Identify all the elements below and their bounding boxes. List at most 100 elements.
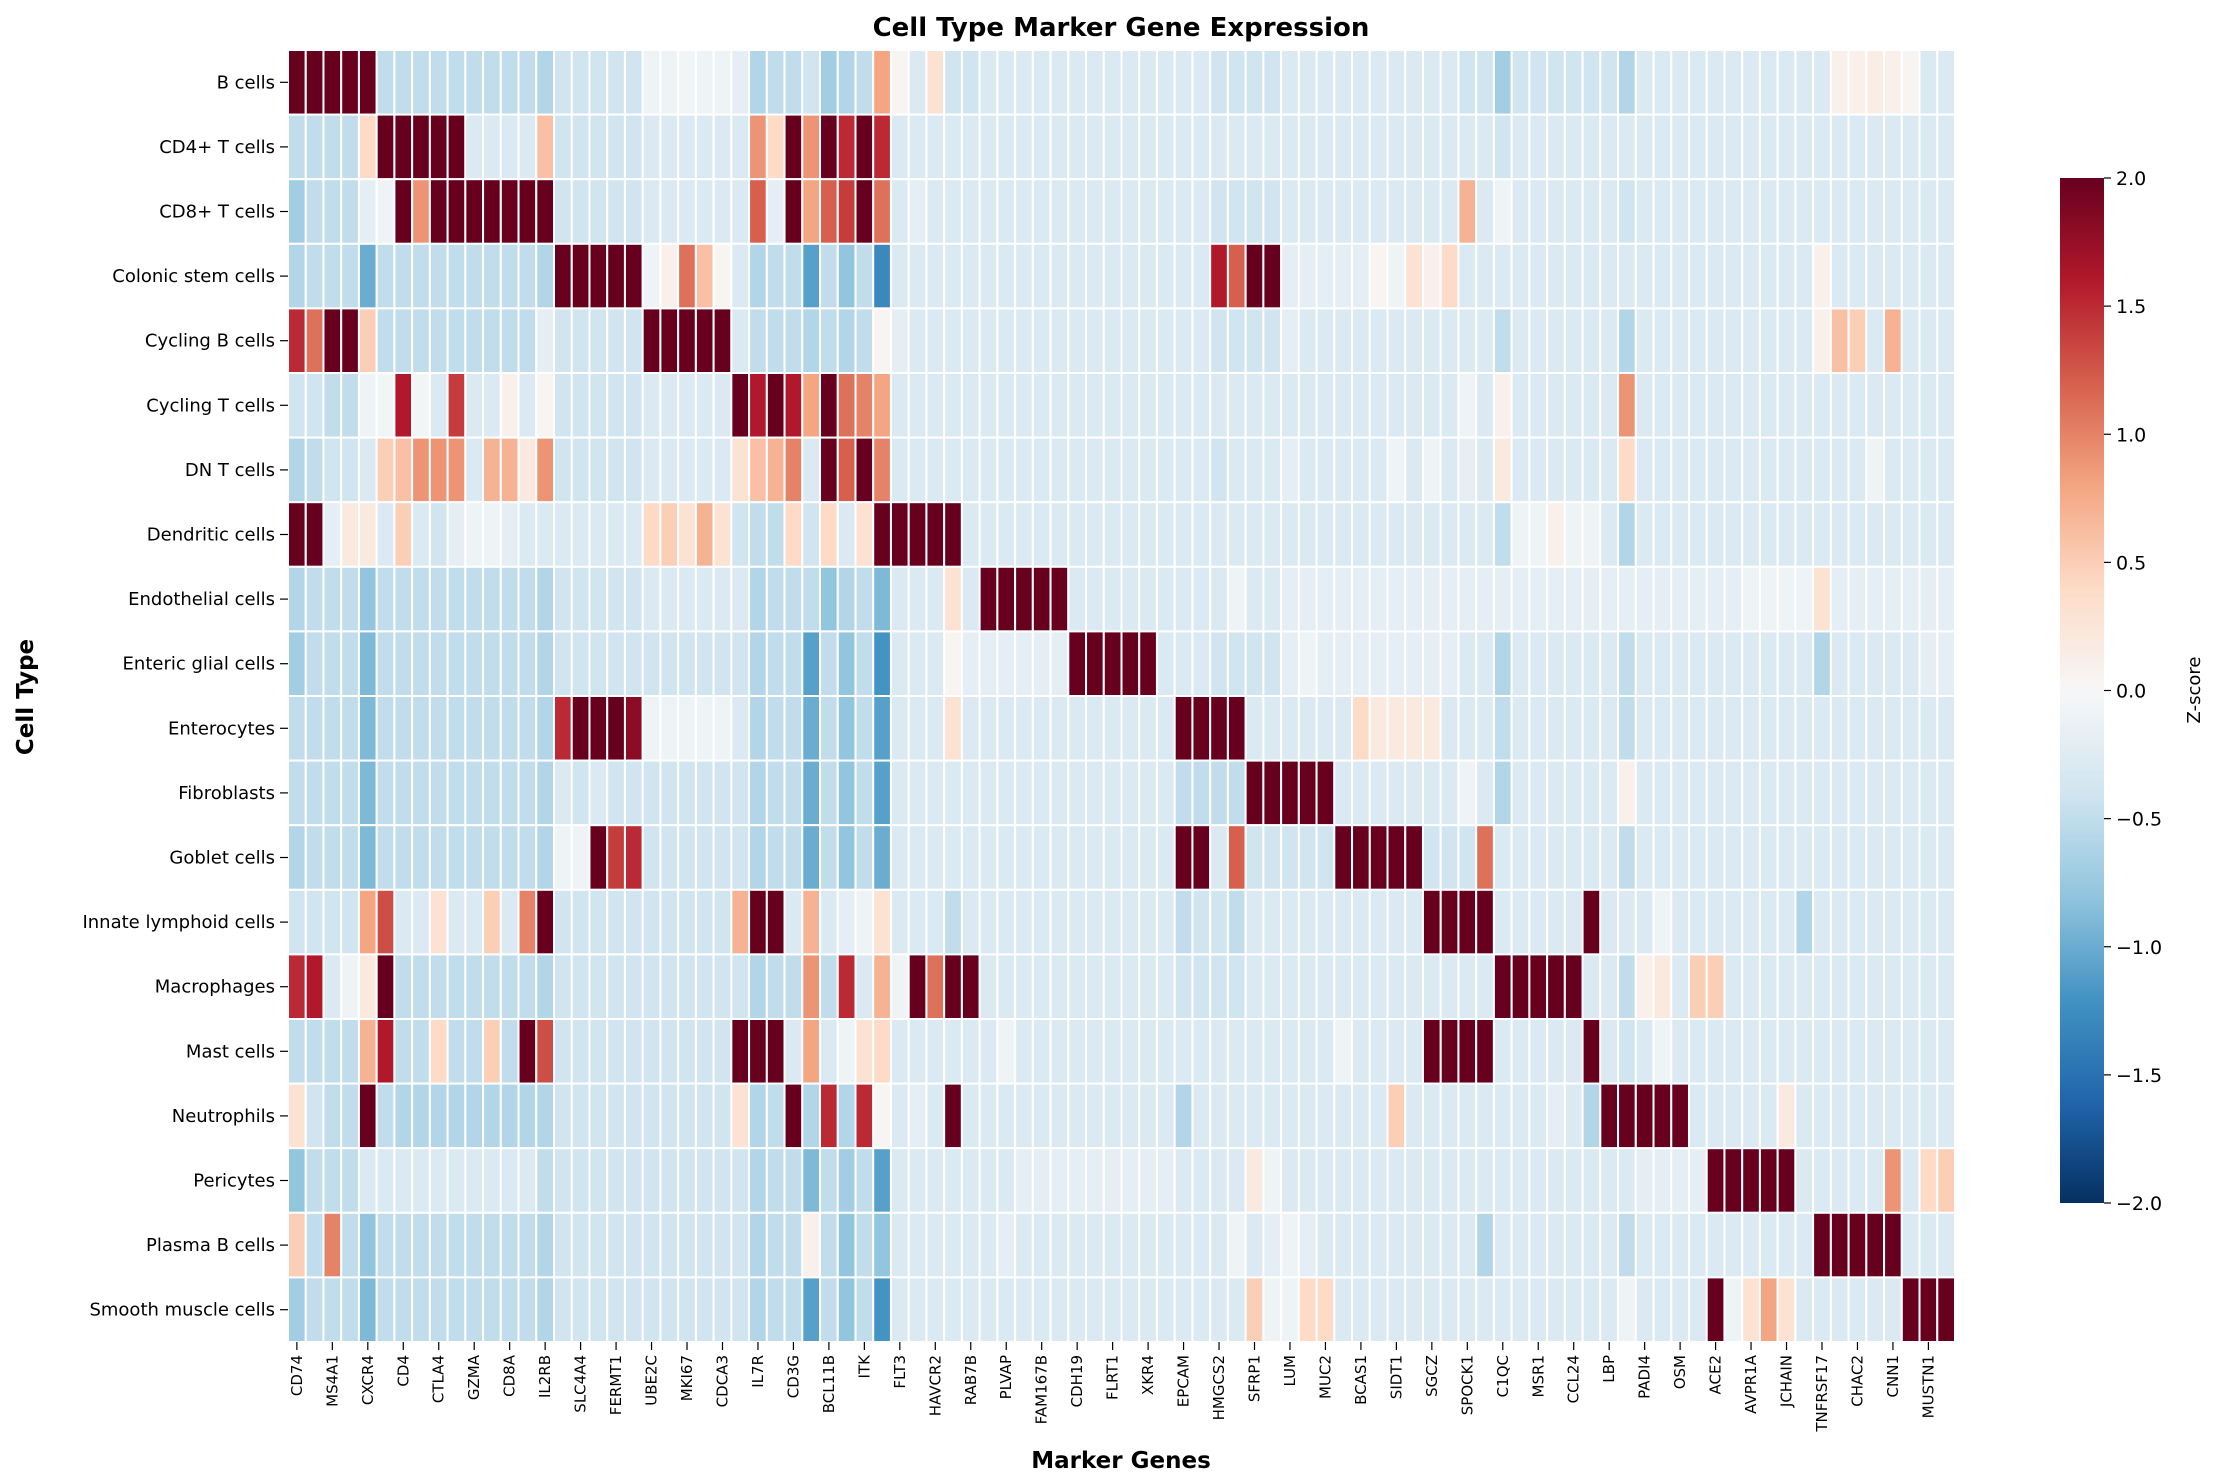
heatmap-cell bbox=[1741, 501, 1761, 568]
heatmap-cell bbox=[1173, 436, 1194, 504]
heatmap-cell bbox=[1599, 953, 1620, 1021]
heatmap-cell bbox=[499, 953, 520, 1021]
heatmap-cell bbox=[446, 1082, 467, 1150]
heatmap-cell bbox=[393, 824, 414, 891]
heatmap-cell bbox=[978, 307, 999, 374]
heatmap-cell bbox=[801, 307, 822, 374]
heatmap-cell bbox=[1120, 49, 1141, 116]
heatmap-cell bbox=[1563, 307, 1584, 374]
heatmap-cell bbox=[925, 1276, 946, 1344]
heatmap-cell bbox=[1794, 824, 1815, 891]
heatmap-cell bbox=[1368, 1018, 1389, 1085]
heatmap-cell bbox=[1812, 630, 1832, 698]
heatmap-cell bbox=[1404, 1147, 1424, 1214]
heatmap-cell bbox=[1617, 1082, 1637, 1150]
heatmap-cell bbox=[357, 1276, 378, 1344]
heatmap-cell bbox=[641, 953, 662, 1021]
heatmap-cell bbox=[748, 695, 768, 762]
heatmap-cell bbox=[659, 953, 680, 1021]
heatmap-cell bbox=[1900, 501, 1921, 568]
heatmap-cell bbox=[357, 1211, 378, 1279]
heatmap-cell bbox=[677, 695, 697, 762]
heatmap-cell bbox=[1138, 436, 1158, 504]
heatmap-cell bbox=[482, 695, 502, 762]
heatmap-cell bbox=[1404, 888, 1424, 956]
heatmap-cell bbox=[1014, 565, 1034, 633]
heatmap-cell bbox=[1705, 1211, 1726, 1279]
heatmap-cell bbox=[1049, 888, 1070, 956]
heatmap-cell bbox=[943, 695, 963, 762]
heatmap-cell bbox=[553, 242, 573, 310]
heatmap-cell bbox=[340, 307, 360, 374]
heatmap-cell bbox=[535, 1211, 556, 1279]
heatmap-cell bbox=[375, 1082, 396, 1150]
heatmap-cell bbox=[1563, 372, 1584, 439]
heatmap-cell bbox=[819, 49, 839, 116]
heatmap-cell bbox=[765, 953, 786, 1021]
heatmap-cell bbox=[1031, 242, 1052, 310]
heatmap-cell bbox=[1510, 501, 1531, 568]
heatmap-cell bbox=[1723, 630, 1744, 698]
heatmap-cell bbox=[854, 178, 875, 245]
heatmap-cell bbox=[1439, 695, 1460, 762]
heatmap-cell bbox=[623, 307, 644, 374]
heatmap-cell bbox=[1865, 1147, 1886, 1214]
heatmap-cell bbox=[1705, 501, 1726, 568]
heatmap-cell bbox=[1280, 501, 1300, 568]
heatmap-cell bbox=[1014, 242, 1034, 310]
heatmap-cell bbox=[499, 565, 520, 633]
heatmap-cell bbox=[1386, 49, 1407, 116]
heatmap-cell bbox=[1120, 1276, 1141, 1344]
heatmap-cell bbox=[765, 888, 786, 956]
heatmap-cell bbox=[854, 565, 875, 633]
heatmap-cell bbox=[1652, 1018, 1673, 1085]
heatmap-cell bbox=[1155, 630, 1176, 698]
heatmap-cell bbox=[641, 888, 662, 956]
heatmap-cell bbox=[1138, 759, 1158, 827]
heatmap-cell bbox=[801, 1018, 822, 1085]
heatmap-cell bbox=[1155, 695, 1176, 762]
heatmap-cell bbox=[1351, 178, 1371, 245]
heatmap-cell bbox=[1191, 1082, 1212, 1150]
heatmap-cell bbox=[1209, 178, 1229, 245]
heatmap-cell bbox=[712, 307, 733, 374]
heatmap-cell bbox=[535, 307, 556, 374]
heatmap-cell bbox=[1333, 1211, 1354, 1279]
heatmap-cell bbox=[517, 242, 538, 310]
heatmap-cell bbox=[889, 372, 910, 439]
heatmap-cell bbox=[1155, 307, 1176, 374]
heatmap-cell bbox=[304, 695, 325, 762]
heatmap-cell bbox=[1563, 501, 1584, 568]
heatmap-cell bbox=[1173, 565, 1194, 633]
heatmap-cell bbox=[1741, 113, 1761, 181]
heatmap-cell bbox=[659, 1018, 680, 1085]
heatmap-cell bbox=[943, 630, 963, 698]
heatmap-cell bbox=[340, 242, 360, 310]
heatmap-cell bbox=[1404, 953, 1424, 1021]
heatmap-cell bbox=[1794, 501, 1815, 568]
heatmap-cell bbox=[765, 49, 786, 116]
heatmap-cell bbox=[872, 49, 892, 116]
heatmap-cell bbox=[1758, 1147, 1779, 1214]
heatmap-cell bbox=[304, 565, 325, 633]
heatmap-cell bbox=[1333, 1147, 1354, 1214]
column-label: RAB7B bbox=[962, 1355, 980, 1405]
heatmap-cell bbox=[836, 953, 857, 1021]
heatmap-cell bbox=[836, 307, 857, 374]
heatmap-cell bbox=[1014, 1276, 1034, 1344]
heatmap-cell bbox=[1776, 436, 1797, 504]
heatmap-cell bbox=[1386, 1211, 1407, 1279]
heatmap-cell bbox=[464, 953, 485, 1021]
heatmap-cell bbox=[694, 953, 715, 1021]
heatmap-cell bbox=[1457, 630, 1478, 698]
heatmap-cell bbox=[996, 565, 1017, 633]
heatmap-cell bbox=[588, 501, 609, 568]
heatmap-cell bbox=[1865, 630, 1886, 698]
heatmap-cell bbox=[694, 242, 715, 310]
heatmap-cell bbox=[1244, 242, 1265, 310]
heatmap-cell bbox=[287, 307, 307, 374]
heatmap-cell bbox=[1386, 888, 1407, 956]
heatmap-cell bbox=[1741, 759, 1761, 827]
heatmap-cell bbox=[943, 824, 963, 891]
heatmap-cell bbox=[978, 1147, 999, 1214]
